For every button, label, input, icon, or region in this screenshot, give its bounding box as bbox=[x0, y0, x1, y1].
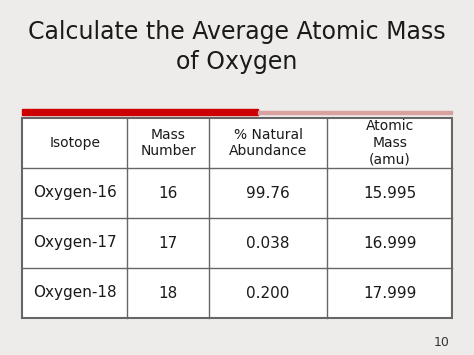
Text: Oxygen-16: Oxygen-16 bbox=[33, 186, 117, 201]
Text: 17.999: 17.999 bbox=[363, 285, 416, 300]
Text: 18: 18 bbox=[159, 285, 178, 300]
Bar bbox=[22, 109, 258, 115]
Text: 15.995: 15.995 bbox=[363, 186, 416, 201]
Text: 16: 16 bbox=[158, 186, 178, 201]
Text: 99.76: 99.76 bbox=[246, 186, 290, 201]
Text: 10: 10 bbox=[434, 336, 450, 349]
Text: Oxygen-17: Oxygen-17 bbox=[33, 235, 117, 251]
Text: 17: 17 bbox=[159, 235, 178, 251]
Bar bbox=[22, 118, 452, 318]
Text: Atomic
Mass
(amu): Atomic Mass (amu) bbox=[365, 119, 414, 167]
Text: 0.038: 0.038 bbox=[246, 235, 290, 251]
Text: Mass
Number: Mass Number bbox=[140, 128, 196, 158]
Text: Oxygen-18: Oxygen-18 bbox=[33, 285, 117, 300]
Text: Calculate the Average Atomic Mass
of Oxygen: Calculate the Average Atomic Mass of Oxy… bbox=[28, 20, 446, 74]
Text: 16.999: 16.999 bbox=[363, 235, 416, 251]
Text: % Natural
Abundance: % Natural Abundance bbox=[229, 128, 307, 158]
Text: Isotope: Isotope bbox=[49, 136, 100, 150]
Bar bbox=[22, 118, 452, 318]
Bar bbox=[258, 111, 452, 114]
Text: 0.200: 0.200 bbox=[246, 285, 290, 300]
